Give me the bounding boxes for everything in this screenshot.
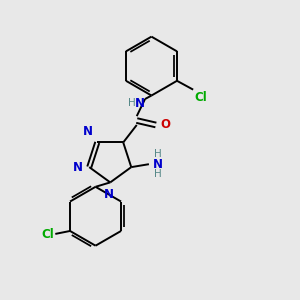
Text: H: H — [154, 149, 162, 159]
Text: N: N — [73, 160, 83, 174]
Text: N: N — [153, 158, 163, 171]
Text: H: H — [128, 98, 135, 108]
Text: Cl: Cl — [41, 228, 54, 241]
Text: O: O — [160, 118, 170, 131]
Text: H: H — [154, 169, 162, 179]
Text: N: N — [104, 188, 114, 201]
Text: N: N — [83, 125, 93, 138]
Text: Cl: Cl — [195, 91, 207, 104]
Text: N: N — [135, 97, 145, 110]
